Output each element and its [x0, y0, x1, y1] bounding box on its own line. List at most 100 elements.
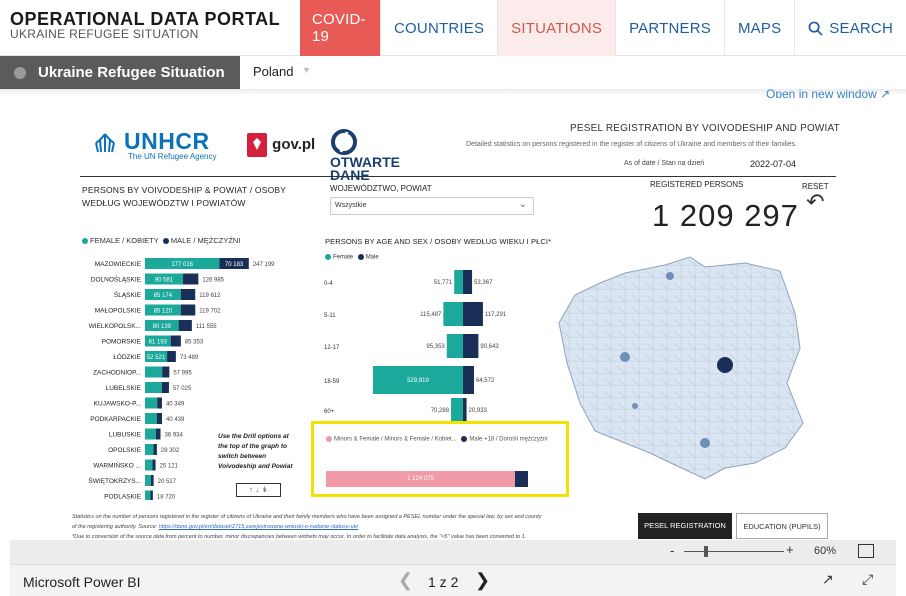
female-bar[interactable]: [145, 428, 156, 440]
site-title[interactable]: OPERATIONAL DATA PORTAL: [10, 9, 281, 29]
category-label: ŁÓDZKIE: [113, 352, 141, 361]
male-bar[interactable]: [157, 397, 162, 409]
age-female-bar[interactable]: [372, 366, 463, 394]
category-label: ŚWIĘTOKRZYS...: [88, 476, 141, 485]
female-value-label: 85 120: [154, 309, 173, 315]
gov-pl-logo: gov.pl: [246, 132, 315, 158]
fit-to-page-icon[interactable]: [858, 544, 874, 558]
category-label: WIELKOPOLSK...: [89, 323, 142, 330]
age-female-bar[interactable]: [454, 270, 463, 294]
minors-female-bar[interactable]: 1 124 075: [326, 471, 515, 487]
age-category-label: 12-17: [324, 345, 340, 351]
open-new-window-link[interactable]: Open in new window ↗: [766, 87, 891, 101]
female-bar[interactable]: [145, 459, 153, 471]
male-bar[interactable]: [183, 273, 199, 285]
nav-search-label: SEARCH: [829, 19, 893, 37]
female-bar[interactable]: [145, 335, 171, 347]
city-marker: [666, 272, 674, 280]
woj-filter-dropdown[interactable]: Wszystkie ⌄: [330, 197, 534, 215]
female-bar[interactable]: [145, 366, 163, 378]
previous-page-icon[interactable]: ❮: [398, 570, 414, 590]
total-label: 73 489: [180, 355, 199, 361]
nav-search[interactable]: SEARCH: [794, 0, 906, 56]
nav-countries[interactable]: COUNTRIES: [380, 0, 497, 56]
female-bar[interactable]: [145, 382, 162, 393]
unhcr-logo: UNHCR The UN Refugee Agency: [90, 128, 217, 161]
female-bar[interactable]: [145, 258, 220, 269]
age-male-value-label: 90,643: [480, 344, 499, 350]
total-label: 119 702: [199, 309, 221, 315]
drill-up-icon[interactable]: ↑: [248, 485, 253, 494]
nav-situations[interactable]: SITUATIONS: [497, 0, 616, 56]
male-bar[interactable]: [150, 475, 154, 486]
share-icon[interactable]: ↗: [822, 571, 834, 587]
female-bar[interactable]: [145, 397, 158, 409]
age-male-value-label: 53,367: [474, 280, 493, 286]
age-female-bar[interactable]: [443, 302, 463, 326]
female-bar[interactable]: [145, 273, 184, 285]
male-bar[interactable]: [156, 413, 162, 424]
female-bar[interactable]: [145, 304, 181, 316]
source-link[interactable]: https://dane.gov.pl/en/dataset/2715,zare…: [158, 524, 359, 530]
age-sex-bar-chart[interactable]: 0-4 51,771 53,367 5-11 115,487 117,291 12-17 95…: [310, 262, 560, 422]
female-value-label: 90 581: [155, 278, 174, 284]
age-male-bar[interactable]: [463, 398, 467, 422]
page-indicator: 1 z 2: [428, 574, 459, 590]
male-bar[interactable]: [178, 320, 192, 331]
next-page-icon[interactable]: ❯: [475, 570, 491, 590]
highlight-box: [311, 421, 569, 497]
age-female-bar[interactable]: [451, 398, 463, 422]
adult-male-bar[interactable]: [515, 471, 528, 487]
zoom-out-button[interactable]: -: [670, 543, 675, 558]
male-bar[interactable]: [219, 258, 249, 269]
breadcrumb: Ukraine Refugee Situation Poland ▼: [0, 56, 906, 95]
powerbi-label[interactable]: Microsoft Power BI: [23, 574, 141, 590]
female-bar[interactable]: [145, 475, 151, 486]
zoom-slider-thumb[interactable]: [704, 546, 708, 557]
male-bar[interactable]: [150, 490, 153, 501]
zoom-slider-track[interactable]: [684, 551, 784, 552]
male-bar[interactable]: [167, 351, 176, 362]
breadcrumb-situation[interactable]: Ukraine Refugee Situation: [0, 56, 240, 89]
poland-map[interactable]: [555, 253, 815, 483]
zoom-in-button[interactable]: +: [786, 542, 794, 557]
fullscreen-icon[interactable]: ⤢: [862, 571, 874, 587]
male-bar[interactable]: [180, 304, 196, 316]
total-label: 25 121: [160, 464, 179, 470]
country-selector[interactable]: Poland: [253, 64, 294, 79]
category-label: LUBUSKIE: [109, 432, 142, 439]
female-bar[interactable]: [145, 444, 154, 455]
male-bar[interactable]: [155, 428, 161, 440]
male-bar[interactable]: [153, 444, 157, 455]
nav-maps[interactable]: MAPS: [723, 0, 794, 56]
male-bar[interactable]: [180, 289, 196, 300]
expand-all-icon[interactable]: ↡: [261, 485, 269, 494]
city-marker: [620, 352, 630, 362]
female-bar[interactable]: [145, 320, 179, 331]
nav-partners[interactable]: PARTNERS: [615, 0, 724, 56]
pesel-registration-button[interactable]: PESEL REGISTRATION: [638, 513, 732, 539]
age-female-value-label: 529,919: [407, 378, 429, 384]
age-female-bar[interactable]: [446, 334, 463, 358]
age-male-bar[interactable]: [463, 334, 479, 358]
education-pupils-button[interactable]: EDUCATION (PUPILS): [736, 513, 828, 539]
nav-covid[interactable]: COVID-19: [300, 0, 381, 56]
female-bar[interactable]: [145, 490, 151, 501]
total-label: 57 995: [173, 371, 192, 377]
male-bar[interactable]: [152, 459, 156, 471]
female-bar[interactable]: [145, 351, 168, 362]
age-male-bar[interactable]: [463, 270, 473, 294]
reset-button[interactable]: RESET ↶: [802, 182, 829, 214]
female-bar[interactable]: [145, 413, 157, 424]
voivodeship-bar-chart[interactable]: MAZOWIECKIE 177 016 70 183 247 199 DOLNOŚLĄS…: [10, 250, 310, 500]
drill-controls[interactable]: ↑ ↓ ↡: [236, 483, 281, 497]
male-bar[interactable]: [170, 335, 181, 347]
chevron-down-icon[interactable]: ▼: [302, 65, 311, 75]
female-bar[interactable]: [145, 289, 181, 300]
male-bar[interactable]: [161, 382, 169, 393]
male-bar[interactable]: [162, 366, 170, 378]
drill-down-icon[interactable]: ↓: [255, 485, 260, 494]
age-male-bar[interactable]: [463, 366, 474, 394]
footnote: Statistics on the number of persons regi…: [72, 514, 542, 540]
age-male-bar[interactable]: [463, 302, 483, 326]
